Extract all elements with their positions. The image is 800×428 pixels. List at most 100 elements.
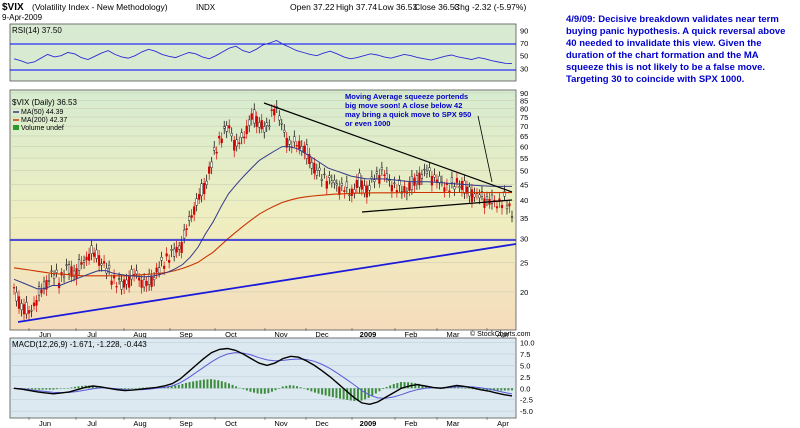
price-bar-body xyxy=(408,182,411,191)
x-tick-label: 2009 xyxy=(360,419,377,428)
annotation-line-4: or even 1000 xyxy=(345,119,390,128)
price-bar-body xyxy=(70,266,73,277)
price-bar-body xyxy=(293,136,296,143)
price-bar-body xyxy=(200,183,203,197)
macd-hist-bar xyxy=(324,388,327,396)
price-bar-body xyxy=(338,186,341,195)
price-bar-body xyxy=(450,177,454,183)
chart-name: (Volatility Index - New Methodology) xyxy=(32,2,168,12)
price-bar-body xyxy=(238,142,241,145)
price-bar-body xyxy=(218,136,221,139)
macd-hist-bar xyxy=(249,388,252,392)
macd-hist-bar xyxy=(206,379,209,389)
price-bar-body xyxy=(355,180,358,188)
price-bar-body xyxy=(258,122,261,128)
macd-hist-bar xyxy=(138,387,141,389)
open-value: Open 37.22 xyxy=(290,2,335,12)
macd-hist-bar xyxy=(296,386,299,389)
macd-line xyxy=(13,347,513,406)
macd-hist-bar xyxy=(170,386,173,389)
x-tick-label: 2009 xyxy=(360,330,377,339)
macd-hist-bar xyxy=(378,388,381,392)
macd-hist-bar xyxy=(210,379,213,389)
price-bar-body xyxy=(395,190,398,193)
price-bar-body xyxy=(335,183,338,186)
price-bar-body xyxy=(110,280,113,285)
price-bar-body xyxy=(225,125,228,132)
macd-hist-bar xyxy=(496,388,499,391)
macd-hist-bar xyxy=(364,388,367,400)
price-tick-label: 90 xyxy=(520,89,528,98)
price-bar-body xyxy=(138,277,141,281)
price-bar-body xyxy=(285,137,288,148)
macd-hist-bar xyxy=(414,383,417,389)
macd-tick-label: -5.0 xyxy=(520,407,533,416)
price-bar-body xyxy=(270,109,273,111)
macd-hist-bar xyxy=(195,380,198,389)
macd-hist-bar xyxy=(303,388,306,389)
x-tick-label: Apr xyxy=(497,419,509,428)
price-bar-body xyxy=(30,310,33,312)
macd-hist-bar xyxy=(45,388,48,390)
price-bar-body xyxy=(323,173,326,176)
macd-hist-bar xyxy=(77,386,80,389)
macd-hist-bar xyxy=(360,388,363,401)
x-tick-label: Feb xyxy=(405,419,418,428)
price-bar-body xyxy=(375,171,378,174)
price-bar-body xyxy=(240,132,243,138)
macd-hist-bar xyxy=(442,388,445,389)
price-bar-body xyxy=(423,168,426,171)
price-tick-label: 60 xyxy=(520,143,528,152)
price-bar-body xyxy=(343,190,346,192)
price-bar-body xyxy=(310,162,313,169)
macd-hist-bar xyxy=(468,388,471,389)
chart-date: 9-Apr-2009 xyxy=(2,13,43,22)
x-tick-label: Oct xyxy=(225,419,238,428)
price-bar-body xyxy=(490,194,494,204)
macd-hist-bar xyxy=(321,388,324,395)
price-bar-body xyxy=(90,245,93,254)
price-bar-body xyxy=(123,279,126,288)
macd-hist-bar xyxy=(73,386,76,389)
macd-hist-bar xyxy=(48,388,51,390)
price-bar-body xyxy=(195,198,198,206)
macd-hist-bar xyxy=(339,388,342,399)
price-bar-body xyxy=(17,296,21,309)
x-tick-label: Mar xyxy=(447,419,460,428)
macd-hist-bar xyxy=(382,388,385,389)
macd-hist-bar xyxy=(263,388,266,394)
macd-hist-bar xyxy=(202,379,205,389)
annotation-arrow xyxy=(477,115,493,183)
price-bar-body xyxy=(398,179,401,186)
macd-hist-bar xyxy=(95,386,98,389)
price-tick-label: 80 xyxy=(520,104,528,113)
x-tick-label: Dec xyxy=(315,330,329,339)
price-bar-body xyxy=(243,136,246,139)
macd-hist-bar xyxy=(457,387,460,389)
price-bar-body xyxy=(100,263,103,266)
high-value: High 37.74 xyxy=(336,2,377,12)
macd-hist-bar xyxy=(70,387,73,389)
price-bar-body xyxy=(118,278,121,280)
macd-hist-bar xyxy=(421,385,424,389)
price-bar-body xyxy=(368,185,371,191)
price-bar-body xyxy=(313,162,316,174)
price-bar-body xyxy=(365,185,368,198)
price-bar-body xyxy=(303,145,306,153)
price-bar-body xyxy=(500,205,504,209)
price-bar-body xyxy=(163,265,166,269)
price-bar-body xyxy=(190,215,193,218)
macd-hist-bar xyxy=(124,388,127,390)
rsi-tick-label: 90 xyxy=(520,26,528,35)
price-bar-body xyxy=(453,186,456,190)
price-bar-body xyxy=(77,259,81,271)
price-bar-body xyxy=(348,194,351,196)
macd-tick-label: 5.0 xyxy=(520,361,530,370)
price-tick-label: 30 xyxy=(520,234,528,243)
price-bar-body xyxy=(340,183,343,186)
macd-hist-bar xyxy=(253,388,256,393)
macd-hist-bar xyxy=(317,388,320,394)
macd-hist-bar xyxy=(511,388,513,391)
price-bar-body xyxy=(480,191,484,197)
